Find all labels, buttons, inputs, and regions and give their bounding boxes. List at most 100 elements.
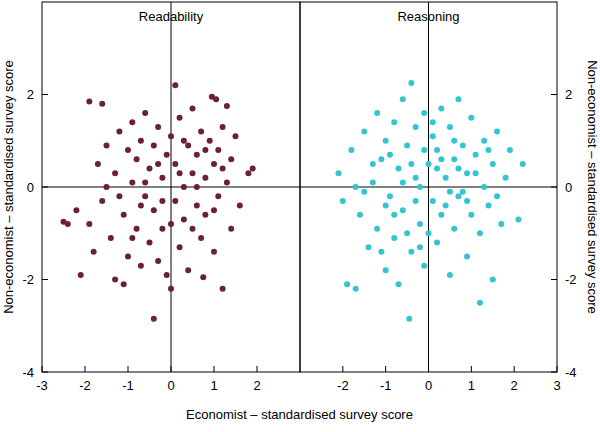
x-tick [85, 366, 86, 372]
point [434, 147, 440, 153]
y-tick [42, 94, 48, 95]
point [134, 226, 140, 232]
point [155, 124, 161, 130]
x-tick-label: -1 [122, 378, 134, 393]
point [185, 142, 191, 148]
point [383, 138, 389, 144]
point [112, 170, 118, 176]
point [406, 316, 412, 322]
y-tick-label: 2 [565, 87, 572, 102]
panel-title: Reasoning [397, 9, 459, 24]
point [190, 226, 196, 232]
point [155, 258, 161, 264]
point [172, 198, 178, 204]
point [447, 272, 453, 278]
point [198, 129, 204, 135]
point [125, 147, 131, 153]
point [220, 166, 226, 172]
x-tick-label: -1 [380, 378, 392, 393]
point [408, 80, 414, 86]
y-tick [551, 372, 557, 373]
y-tick-label: 0 [565, 180, 572, 195]
point [451, 156, 457, 162]
point [413, 175, 419, 181]
point [426, 161, 432, 167]
point [438, 105, 444, 111]
point [391, 212, 397, 218]
point [138, 263, 144, 269]
point [99, 198, 105, 204]
point [181, 138, 187, 144]
panel-title: Readability [139, 9, 204, 24]
point [408, 249, 414, 255]
point [421, 147, 427, 153]
frame [300, 2, 557, 372]
point [104, 142, 110, 148]
point [168, 286, 174, 292]
x-tick [428, 366, 429, 372]
point [404, 230, 410, 236]
point [494, 193, 500, 199]
y-tick [42, 279, 48, 280]
point [408, 161, 414, 167]
x-tick [557, 366, 558, 372]
point [181, 216, 187, 222]
point [336, 170, 342, 176]
x-axis-label: Economist – standardised survey score [186, 407, 413, 422]
point [108, 235, 114, 241]
point [177, 244, 183, 250]
point [177, 170, 183, 176]
x-tick-label: -2 [79, 378, 91, 393]
x-tick-label: 1 [468, 378, 475, 393]
x-tick-label: 1 [210, 378, 217, 393]
point [460, 142, 466, 148]
x-tick [42, 366, 43, 372]
x-tick [128, 366, 129, 372]
point [121, 281, 127, 287]
point [378, 156, 384, 162]
point [194, 152, 200, 158]
point [417, 244, 423, 250]
point [215, 147, 221, 153]
point [172, 161, 178, 167]
point [245, 170, 251, 176]
point [207, 138, 213, 144]
x-tick-label: -2 [337, 378, 349, 393]
point [198, 235, 204, 241]
point [417, 184, 423, 190]
point [477, 230, 483, 236]
points [336, 80, 526, 322]
point [129, 235, 135, 241]
point [213, 96, 219, 102]
point [228, 156, 234, 162]
point [151, 316, 157, 322]
point [159, 175, 165, 181]
x-tick-label: -3 [36, 378, 48, 393]
point [451, 226, 457, 232]
point [121, 212, 127, 218]
point [430, 198, 436, 204]
point [151, 142, 157, 148]
point [374, 110, 380, 116]
point [129, 179, 135, 185]
point [503, 175, 509, 181]
point [464, 170, 470, 176]
point [91, 249, 97, 255]
point [202, 212, 208, 218]
point [507, 147, 513, 153]
point [520, 161, 526, 167]
y-tick-label: 2 [27, 87, 34, 102]
y-axis-label: Non-economist – standardised survey scor… [585, 60, 600, 314]
point [417, 221, 423, 227]
point [361, 129, 367, 135]
point [151, 207, 157, 213]
point [387, 152, 393, 158]
point [220, 286, 226, 292]
point [468, 115, 474, 121]
point [159, 226, 165, 232]
point [455, 193, 461, 199]
x-tick [214, 366, 215, 372]
point [400, 179, 406, 185]
x-tick [385, 366, 386, 372]
point [112, 277, 118, 283]
